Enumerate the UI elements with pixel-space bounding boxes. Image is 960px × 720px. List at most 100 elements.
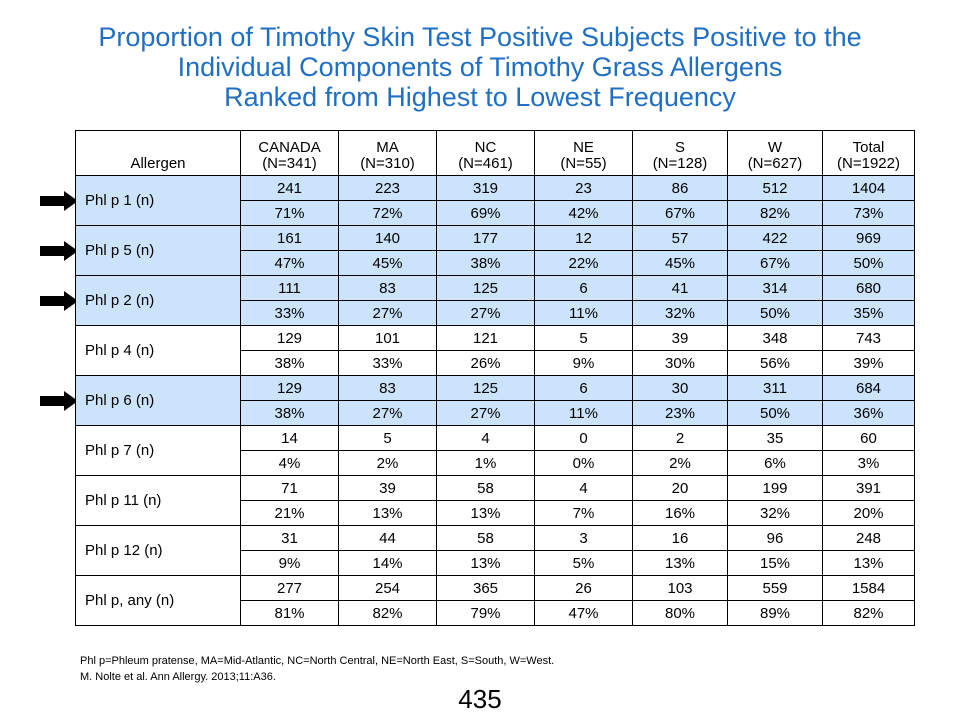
percent-cell: 32%: [632, 300, 728, 326]
column-header-line-1: Total: [852, 139, 885, 156]
count-cell: 223: [338, 175, 437, 201]
count-cell: 125: [436, 275, 535, 301]
count-cell: 121: [436, 325, 535, 351]
percent-cell: 9%: [240, 550, 339, 576]
percent-cell: 39%: [822, 350, 915, 376]
count-cell: 39: [338, 475, 437, 501]
right-arrow-icon: [40, 240, 78, 261]
column-header-line-1: W: [767, 139, 783, 156]
count-cell: 111: [240, 275, 339, 301]
count-cell: 422: [727, 225, 823, 251]
percent-cell: 38%: [240, 350, 339, 376]
count-cell: 277: [240, 575, 339, 601]
percent-cell: 3%: [822, 450, 915, 476]
column-header-line-2: (N=310): [360, 155, 415, 172]
count-cell: 311: [727, 375, 823, 401]
title-line-2: Individual Components of Timothy Grass A…: [177, 52, 783, 82]
slide-title: Proportion of Timothy Skin Test Positive…: [0, 22, 960, 112]
footnote-abbreviations: Phl p=Phleum pratense, MA=Mid-Atlantic, …: [80, 655, 555, 667]
percent-cell: 7%: [534, 500, 633, 526]
percent-cell: 27%: [338, 300, 437, 326]
count-cell: 23: [534, 175, 633, 201]
table-header-row: Allergen CANADA (N=341) MA (N=310) NC (N=461) N…: [75, 130, 915, 176]
count-cell: 31: [240, 525, 339, 551]
column-header-line-1: S: [674, 139, 685, 156]
count-cell: 2: [632, 425, 728, 451]
column-header-line-2: (N=128): [652, 155, 708, 172]
count-cell: 96: [727, 525, 823, 551]
percent-cell: 50%: [822, 250, 915, 276]
percent-cell: 79%: [436, 600, 535, 626]
title-line-1: Proportion of Timothy Skin Test Positive…: [98, 22, 862, 52]
count-cell: 3: [534, 525, 633, 551]
allergen-name-cell: Phl p 2 (n): [75, 275, 241, 326]
table-row-counts: Phl p 1 (n) 241 223 319 23 86 512 1404: [75, 175, 915, 226]
percent-cell: 35%: [822, 300, 915, 326]
column-header: CANADA (N=341): [240, 130, 339, 176]
count-cell: 6: [534, 375, 633, 401]
table-row-counts: Phl p 6 (n) 129 83 125 6 30 311 684: [75, 375, 915, 426]
percent-cell: 13%: [436, 500, 535, 526]
table-row-counts: Phl p 11 (n) 71 39 58 4 20 199 391: [75, 475, 915, 526]
count-cell: 140: [338, 225, 437, 251]
count-cell: 199: [727, 475, 823, 501]
table-row-percents: 38% 27% 27% 11% 23% 50% 36%: [76, 400, 915, 426]
column-header-line-2: (N=341): [262, 155, 317, 172]
percent-cell: 14%: [338, 550, 437, 576]
count-cell: 129: [240, 375, 339, 401]
count-cell: 83: [338, 375, 437, 401]
percent-cell: 4%: [240, 450, 339, 476]
percent-cell: 27%: [436, 400, 535, 426]
count-cell: 4: [534, 475, 633, 501]
column-header-line-2: (N=1922): [837, 155, 900, 172]
allergen-name-cell: Phl p 6 (n): [75, 375, 241, 426]
percent-cell: 38%: [436, 250, 535, 276]
count-cell: 41: [632, 275, 728, 301]
percent-cell: 11%: [534, 400, 633, 426]
percent-cell: 22%: [534, 250, 633, 276]
count-cell: 83: [338, 275, 437, 301]
count-cell: 177: [436, 225, 535, 251]
count-cell: 5: [534, 325, 633, 351]
count-cell: 743: [822, 325, 915, 351]
page-number: 435: [458, 684, 502, 714]
percent-cell: 0%: [534, 450, 633, 476]
percent-cell: 67%: [632, 200, 728, 226]
percent-cell: 20%: [822, 500, 915, 526]
count-cell: 6: [534, 275, 633, 301]
count-cell: 14: [240, 425, 339, 451]
percent-cell: 47%: [240, 250, 339, 276]
count-cell: 254: [338, 575, 437, 601]
percent-cell: 56%: [727, 350, 823, 376]
count-cell: 348: [727, 325, 823, 351]
column-header-line-1: MA: [376, 139, 399, 156]
count-cell: 86: [632, 175, 728, 201]
percent-cell: 21%: [240, 500, 339, 526]
table-row-percents: 33% 27% 27% 11% 32% 50% 35%: [76, 300, 915, 326]
percent-cell: 11%: [534, 300, 633, 326]
footnote-citation: M. Nolte et al. Ann Allergy. 2013;11:A36…: [80, 671, 276, 683]
table-row-counts: Phl p 5 (n) 161 140 177 12 57 422 969: [75, 225, 915, 276]
column-header-allergen: Allergen: [75, 130, 241, 176]
count-cell: 39: [632, 325, 728, 351]
allergen-name-cell: Phl p 11 (n): [75, 475, 241, 526]
count-cell: 57: [632, 225, 728, 251]
table-row-percents: 71% 72% 69% 42% 67% 82% 73%: [76, 200, 915, 226]
count-cell: 4: [436, 425, 535, 451]
count-cell: 391: [822, 475, 915, 501]
percent-cell: 5%: [534, 550, 633, 576]
footnote: Phl p=Phleum pratense, MA=Mid-Atlantic, …: [80, 653, 554, 685]
percent-cell: 30%: [632, 350, 728, 376]
table-row-counts: Phl p 12 (n) 31 44 58 3 16 96 248: [75, 525, 915, 576]
percent-cell: 13%: [338, 500, 437, 526]
column-header-line-2: Allergen: [130, 155, 186, 172]
percent-cell: 45%: [632, 250, 728, 276]
percent-cell: 32%: [727, 500, 823, 526]
title-line-3: Ranked from Highest to Lowest Frequency: [224, 82, 736, 112]
count-cell: 12: [534, 225, 633, 251]
count-cell: 0: [534, 425, 633, 451]
count-cell: 125: [436, 375, 535, 401]
percent-cell: 71%: [240, 200, 339, 226]
percent-cell: 27%: [436, 300, 535, 326]
count-cell: 319: [436, 175, 535, 201]
